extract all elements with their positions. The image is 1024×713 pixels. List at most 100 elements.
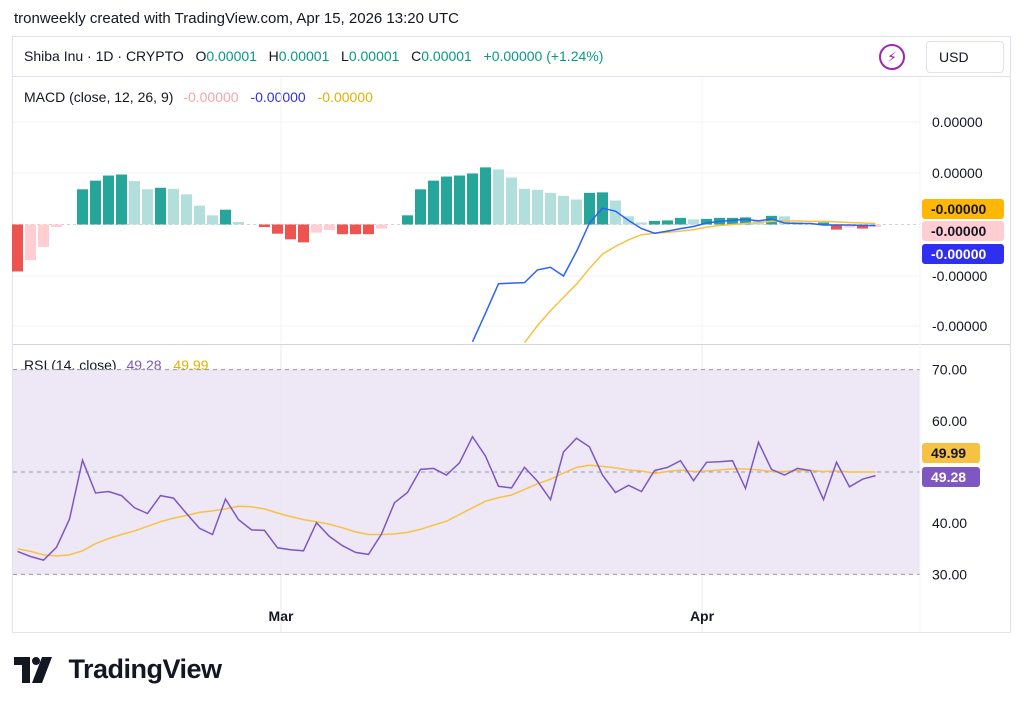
macd-signal-tag-bg — [922, 199, 1004, 219]
high-value: 0.00001 — [278, 48, 330, 64]
macd-histogram-bar — [415, 189, 426, 225]
macd-histogram-bar — [584, 192, 595, 225]
macd-line-value: -0.00000 — [250, 89, 306, 105]
macd-histogram-bar — [675, 217, 686, 225]
rsi-legend: RSI (14, close) 49.28 49.99 — [24, 357, 216, 373]
macd-histogram-bar — [259, 224, 270, 228]
rsi-y-tick-label: 70.00 — [932, 362, 967, 378]
rsi-ma-tag: 49.99 — [931, 445, 966, 461]
symbol-header: Shiba Inu · 1D · CRYPTO O0.00001 H0.0000… — [13, 37, 1010, 77]
macd-y-tick-label: 0.00000 — [932, 165, 983, 181]
macd-histogram-bar — [168, 188, 179, 225]
chart-frame — [12, 36, 1011, 633]
chart-caption: tronweekly created with TradingView.com,… — [14, 10, 459, 27]
macd-line-tag: -0.00000 — [931, 246, 986, 262]
macd-histogram-bar — [558, 195, 569, 225]
macd-histogram-bar — [129, 181, 140, 225]
macd-histogram-bar — [324, 224, 335, 231]
rsi-value: 49.28 — [126, 357, 162, 373]
close-label: C — [411, 48, 422, 64]
macd-y-tick-label: 0.00000 — [932, 114, 983, 130]
macd-histogram-bar — [155, 187, 166, 225]
macd-histogram-bar — [571, 199, 582, 225]
macd-histogram-bar — [532, 189, 543, 225]
change-value: +0.00000 (+1.24%) — [483, 48, 604, 64]
macd-histogram-bar — [25, 224, 36, 261]
macd-histogram-bar — [142, 189, 153, 225]
tradingview-logo-text: TradingView — [68, 654, 222, 684]
low-value: 0.00001 — [348, 48, 400, 64]
macd-histogram-bar — [311, 224, 322, 233]
macd-histogram-bar — [350, 224, 361, 235]
macd-histogram-bar — [493, 169, 504, 225]
macd-y-tick-label: -0.00000 — [932, 318, 987, 334]
macd-histogram-bar — [298, 224, 309, 243]
macd-histogram-bar — [649, 220, 660, 225]
macd-hist-value: -0.00000 — [183, 89, 239, 105]
low-label: L — [341, 48, 349, 64]
x-tick-label: Apr — [690, 608, 715, 624]
macd-histogram-bar — [857, 224, 868, 229]
macd-histogram-bar — [12, 224, 23, 272]
macd-histogram-bar — [506, 177, 517, 225]
macd-histogram-bar — [376, 224, 387, 229]
macd-histogram-bar — [701, 218, 712, 225]
tradingview-logo[interactable]: TradingView — [14, 654, 222, 694]
macd-histogram-bar — [467, 173, 478, 225]
macd-histogram-bar — [363, 224, 374, 235]
rsi-tag: 49.28 — [931, 469, 966, 485]
macd-histogram-bar — [220, 209, 231, 225]
rsi-title[interactable]: RSI (14, close) — [24, 357, 117, 373]
macd-histogram-bar — [272, 224, 283, 234]
close-value: 0.00001 — [421, 48, 472, 64]
macd-histogram-bar — [831, 224, 842, 230]
symbol-name[interactable]: Shiba Inu · 1D · CRYPTO — [24, 48, 184, 64]
macd-histogram-bar — [610, 200, 621, 225]
macd-histogram-bar — [194, 205, 205, 225]
macd-line-tag-bg — [922, 244, 1004, 264]
rsi-y-tick-label: 40.00 — [932, 515, 967, 531]
macd-histogram-bar — [662, 220, 673, 225]
macd-histogram-bar — [818, 222, 829, 225]
macd-histogram-bar — [545, 192, 556, 225]
macd-signal-value: -0.00000 — [317, 89, 373, 105]
x-tick-label: Mar — [269, 608, 294, 624]
macd-histogram-bar — [636, 222, 647, 225]
macd-line — [471, 207, 876, 343]
macd-histogram-bar — [103, 175, 114, 225]
ohlc-legend: Shiba Inu · 1D · CRYPTO O0.00001 H0.0000… — [24, 48, 603, 64]
macd-histogram-bar — [337, 224, 348, 235]
macd-histogram-bar — [428, 180, 439, 225]
lightning-bolt-icon[interactable]: ⚡ — [879, 44, 905, 70]
open-label: O — [195, 48, 207, 64]
macd-histogram-bar — [441, 176, 452, 225]
macd-signal-tag: -0.00000 — [931, 201, 986, 217]
macd-histogram-bar — [519, 188, 530, 225]
macd-histogram-bar — [480, 167, 491, 225]
macd-legend: MACD (close, 12, 26, 9) -0.00000 -0.0000… — [24, 89, 381, 105]
macd-histogram-bar — [766, 215, 777, 225]
pane-separator[interactable] — [13, 344, 1010, 345]
rsi-y-tick-label: 30.00 — [932, 566, 967, 582]
macd-histogram-bar — [207, 215, 218, 225]
macd-histogram-tag-bg — [922, 221, 1004, 241]
macd-signal-line — [523, 220, 876, 343]
currency-button[interactable]: USD — [926, 41, 1004, 73]
macd-histogram-bar — [285, 224, 296, 240]
macd-histogram-bar — [181, 194, 192, 225]
macd-histogram-bar — [740, 217, 751, 225]
macd-histogram-bar — [38, 224, 49, 247]
macd-histogram-tag: -0.00000 — [931, 223, 986, 239]
macd-histogram-bar — [844, 224, 855, 228]
macd-histogram-bar — [727, 217, 738, 225]
macd-title[interactable]: MACD (close, 12, 26, 9) — [24, 89, 174, 105]
rsi-ma-line — [17, 464, 876, 557]
rsi-tag-bg — [922, 467, 980, 487]
macd-histogram-bar — [233, 221, 244, 225]
macd-histogram-bar — [116, 174, 127, 225]
macd-histogram-bar — [454, 175, 465, 225]
macd-y-tick-label: -0.00000 — [932, 268, 987, 284]
rsi-ma-value: 49.99 — [173, 357, 209, 373]
macd-histogram-bar — [402, 215, 413, 225]
